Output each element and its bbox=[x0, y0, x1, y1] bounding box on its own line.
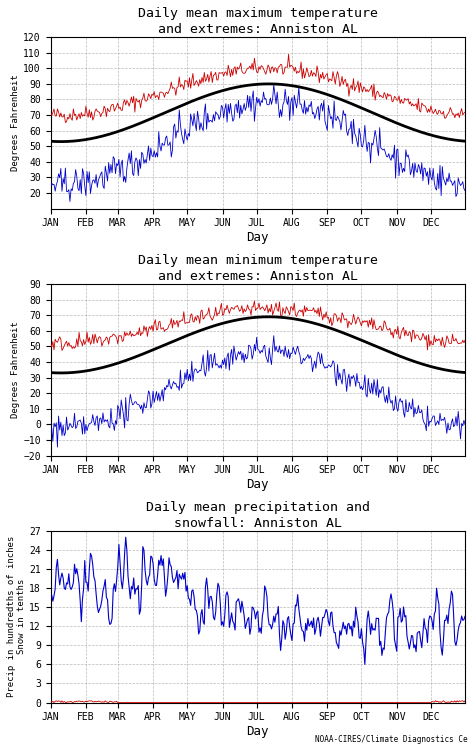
X-axis label: Day: Day bbox=[246, 725, 269, 738]
Y-axis label: Degrees Fahrenheit: Degrees Fahrenheit bbox=[11, 74, 20, 171]
Y-axis label: Precip in hundredths of inches
Snow in tenths: Precip in hundredths of inches Snow in t… bbox=[7, 536, 26, 697]
X-axis label: Day: Day bbox=[246, 478, 269, 491]
Text: NOAA-CIRES/Climate Diagnostics Ce: NOAA-CIRES/Climate Diagnostics Ce bbox=[315, 735, 467, 744]
Title: Daily mean minimum temperature
and extremes: Anniston AL: Daily mean minimum temperature and extre… bbox=[138, 254, 378, 283]
Title: Daily mean precipitation and
snowfall: Anniston AL: Daily mean precipitation and snowfall: A… bbox=[146, 501, 370, 530]
X-axis label: Day: Day bbox=[246, 231, 269, 244]
Title: Daily mean maximum temperature
and extremes: Anniston AL: Daily mean maximum temperature and extre… bbox=[138, 7, 378, 36]
Y-axis label: Degrees Fahrenheit: Degrees Fahrenheit bbox=[11, 321, 20, 418]
